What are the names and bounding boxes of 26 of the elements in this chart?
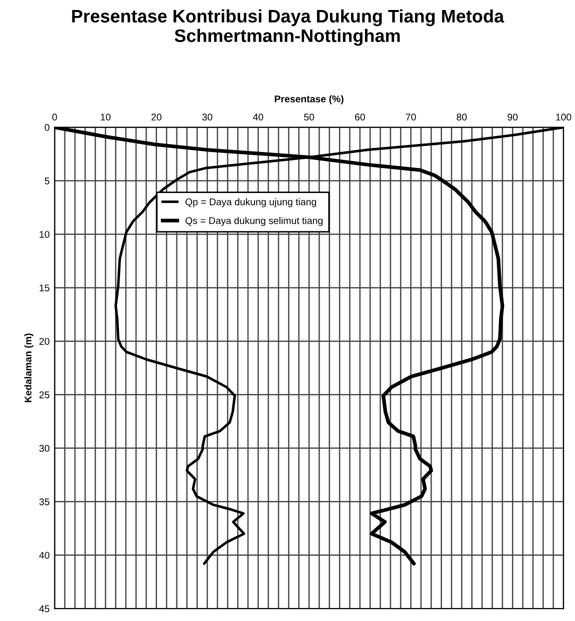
y-tick-label: 15 xyxy=(40,284,50,292)
x-tick-label: 40 xyxy=(252,114,264,121)
x-tick-label: 10 xyxy=(100,114,111,121)
x-tick-label: 0 xyxy=(52,114,57,121)
y-tick-label: 35 xyxy=(39,498,50,506)
y-tick-label: 0 xyxy=(44,124,50,131)
x-tick-label: 70 xyxy=(406,114,416,121)
x-axis-title: Presentase (%) xyxy=(274,95,344,104)
chart-title: Presentase Kontribusi Daya Dukung Tiang Metoda Schmertmann-Nottingham xyxy=(72,9,504,46)
y-tick-label: 25 xyxy=(39,391,50,398)
y-axis-title: Kedalaman (m) xyxy=(24,334,34,402)
x-tick-label: 50 xyxy=(304,114,314,121)
x-tick-label: 100 xyxy=(556,114,572,121)
y-tick-label: 5 xyxy=(44,178,50,184)
y-tick-label: 45 xyxy=(39,605,50,612)
y-tick-label: 30 xyxy=(39,444,50,452)
x-tick-label: 20 xyxy=(151,114,162,121)
x-tick-label: 90 xyxy=(508,114,518,121)
y-tick-label: 40 xyxy=(39,552,50,559)
legend-label: Qp = Daya dukung ujung tiang xyxy=(186,198,316,208)
x-tick-label: 60 xyxy=(355,114,365,121)
x-tick-label: 80 xyxy=(456,114,467,121)
legend-label: Qs = Daya dukung selimut tiang xyxy=(186,216,323,226)
y-tick-label: 20 xyxy=(39,338,50,345)
x-tick-label: 30 xyxy=(202,114,212,121)
y-tick-label: 10 xyxy=(40,230,50,238)
